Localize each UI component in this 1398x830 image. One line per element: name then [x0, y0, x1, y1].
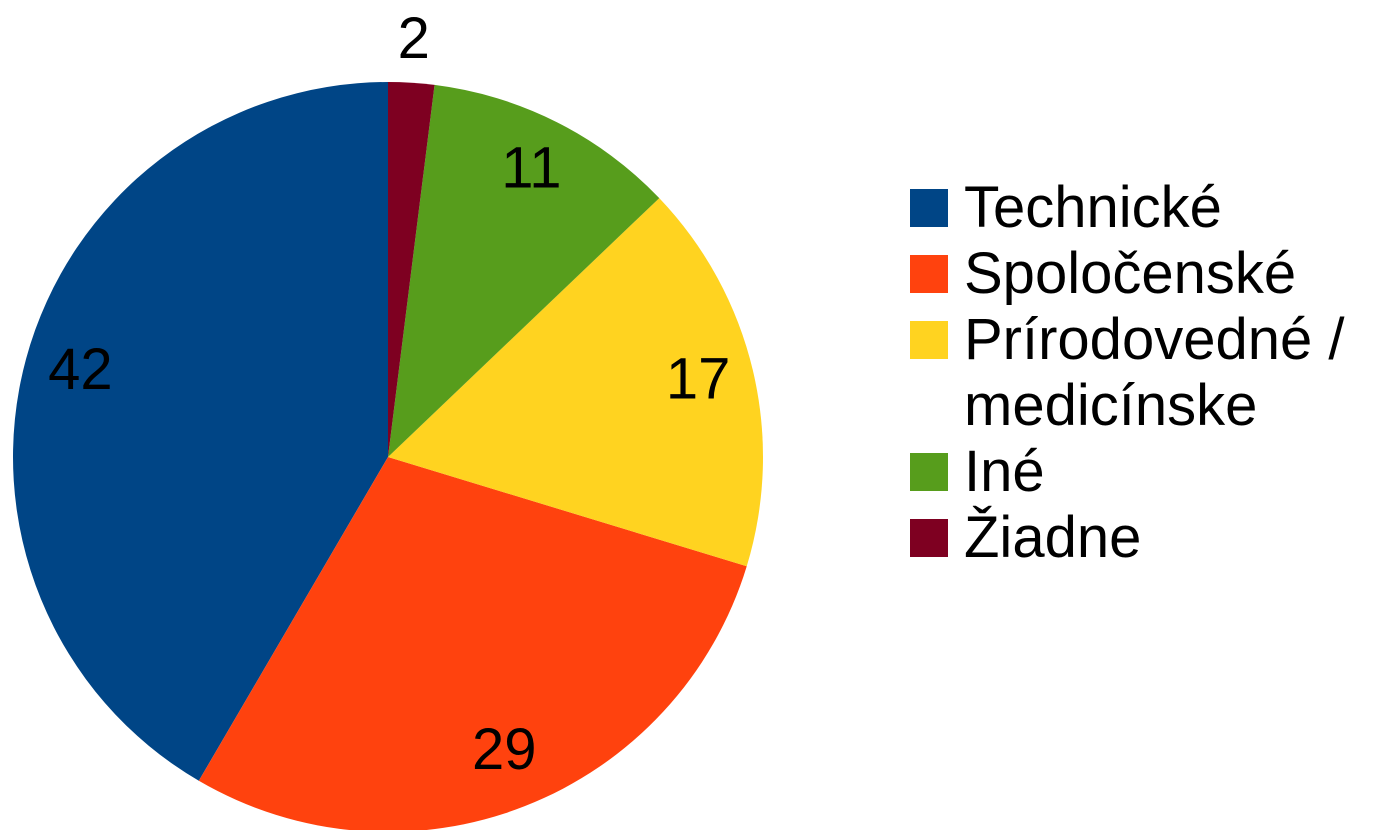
legend-label: Technické — [964, 175, 1222, 240]
legend-item: Technické — [910, 175, 1398, 241]
chart: 42 29 17 11 2 — [12, 6, 763, 830]
legend-label: Spoločenské — [964, 241, 1297, 306]
pie-slice — [388, 84, 660, 457]
pie-slice — [198, 457, 747, 830]
data-label: 42 — [48, 337, 113, 402]
pie-slice — [388, 198, 763, 567]
data-label: 29 — [472, 717, 537, 782]
legend-item: Iné — [910, 439, 1398, 505]
data-label: 11 — [501, 136, 561, 201]
legend-label: Žiadne — [964, 505, 1142, 570]
legend-item: Žiadne — [910, 505, 1398, 571]
legend-item: Prírodovedné / medicínske — [910, 307, 1398, 439]
pie-slice — [388, 82, 435, 457]
legend-swatch — [910, 189, 948, 227]
pie-slice — [12, 82, 388, 781]
data-label: 17 — [666, 347, 731, 412]
data-label: 2 — [398, 6, 430, 71]
legend-item: Spoločenské — [910, 241, 1398, 307]
legend-swatch — [910, 519, 948, 557]
legend-label: Iné — [964, 439, 1045, 504]
legend-swatch — [910, 321, 948, 359]
legend-swatch — [910, 453, 948, 491]
legend-label: Prírodovedné / medicínske — [964, 307, 1345, 438]
legend: Technické Spoločenské Prírodovedné / medic… — [910, 175, 1398, 571]
legend-swatch — [910, 255, 948, 293]
